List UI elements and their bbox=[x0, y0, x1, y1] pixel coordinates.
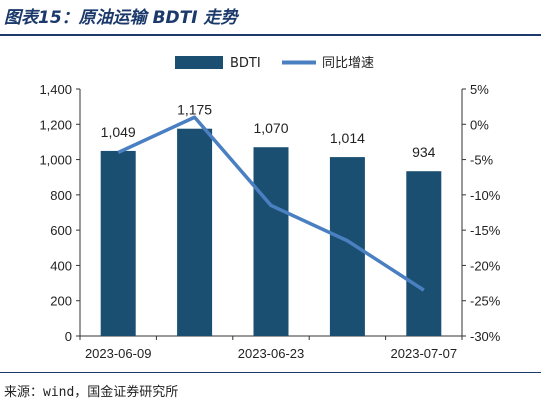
bars bbox=[100, 128, 442, 336]
y-right-tick-label: -30% bbox=[470, 329, 501, 344]
bar-data-label: 1,049 bbox=[101, 124, 136, 140]
bar-data-label: 1,070 bbox=[253, 120, 288, 136]
source-note: 来源：wind，国金证券研究所 bbox=[4, 385, 179, 400]
x-tick-label: 2023-06-23 bbox=[238, 346, 305, 361]
y-right-tick-label: 0% bbox=[470, 117, 489, 132]
legend-label-bdti: BDTI bbox=[230, 56, 261, 71]
title-rule bbox=[0, 34, 541, 36]
bar bbox=[177, 128, 213, 336]
y-right-tick-label: -15% bbox=[470, 223, 501, 238]
y-right-tick-label: -5% bbox=[470, 153, 494, 168]
yoy-line bbox=[117, 115, 425, 292]
legend-swatch-bdti bbox=[175, 56, 223, 69]
y-left-tick-label: 1,000 bbox=[39, 153, 72, 168]
y-left-tick-label: 600 bbox=[50, 223, 72, 238]
y-left-tick-label: 1,400 bbox=[39, 82, 72, 97]
y-right-tick-label: -10% bbox=[470, 188, 501, 203]
y-left-tick-label: 800 bbox=[50, 188, 72, 203]
y-left-tick-label: 200 bbox=[50, 294, 72, 309]
y-right-tick-label: 5% bbox=[470, 82, 489, 97]
bar-data-label: 1,175 bbox=[177, 102, 212, 118]
y-right-tick-label: -20% bbox=[470, 258, 501, 273]
x-tick-label: 2023-06-09 bbox=[85, 346, 152, 361]
bar bbox=[100, 150, 136, 336]
source-rule bbox=[0, 372, 541, 373]
axes: 0 200 400 600 800 1,000 1,200 1,400 -30% -25% -20%… bbox=[39, 82, 500, 361]
legend: BDTI 同比增速 bbox=[175, 56, 374, 71]
y-left-tick-label: 400 bbox=[50, 258, 72, 273]
bar bbox=[253, 147, 289, 336]
data-labels: 1,049 1,175 1,070 1,014 934 bbox=[101, 102, 436, 161]
y-left-tick-label: 1,200 bbox=[39, 117, 72, 132]
x-tick-label: 2023-07-07 bbox=[391, 346, 458, 361]
bar-data-label: 934 bbox=[412, 144, 436, 160]
y-left-tick-label: 0 bbox=[65, 329, 72, 344]
chart: BDTI 同比增速 0 200 400 600 800 1,000 1,200 1,400 -3… bbox=[39, 56, 501, 361]
bar bbox=[406, 171, 442, 336]
y-right-tick-label: -25% bbox=[470, 294, 501, 309]
chart-title: 图表15：原油运输 BDTI 走势 bbox=[4, 8, 238, 28]
bar-data-label: 1,014 bbox=[330, 130, 365, 146]
legend-label-yoy: 同比增速 bbox=[322, 56, 374, 71]
bar bbox=[329, 157, 365, 336]
